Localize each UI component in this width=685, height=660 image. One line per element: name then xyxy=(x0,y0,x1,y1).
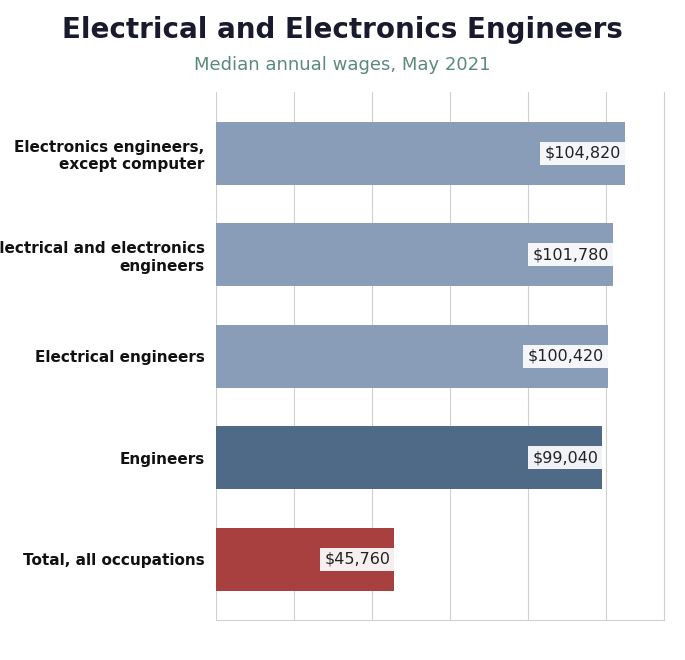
Text: $104,820: $104,820 xyxy=(545,146,621,161)
Text: Median annual wages, May 2021: Median annual wages, May 2021 xyxy=(195,56,490,74)
Bar xyxy=(216,223,613,286)
Bar xyxy=(216,122,625,185)
Text: $45,760: $45,760 xyxy=(325,552,390,567)
Text: Electrical and Electronics Engineers: Electrical and Electronics Engineers xyxy=(62,16,623,44)
Text: $101,780: $101,780 xyxy=(532,248,609,263)
Bar xyxy=(216,528,395,591)
Text: $100,420: $100,420 xyxy=(527,349,603,364)
Text: $99,040: $99,040 xyxy=(532,450,598,465)
Bar xyxy=(216,325,608,388)
Bar xyxy=(216,426,602,490)
